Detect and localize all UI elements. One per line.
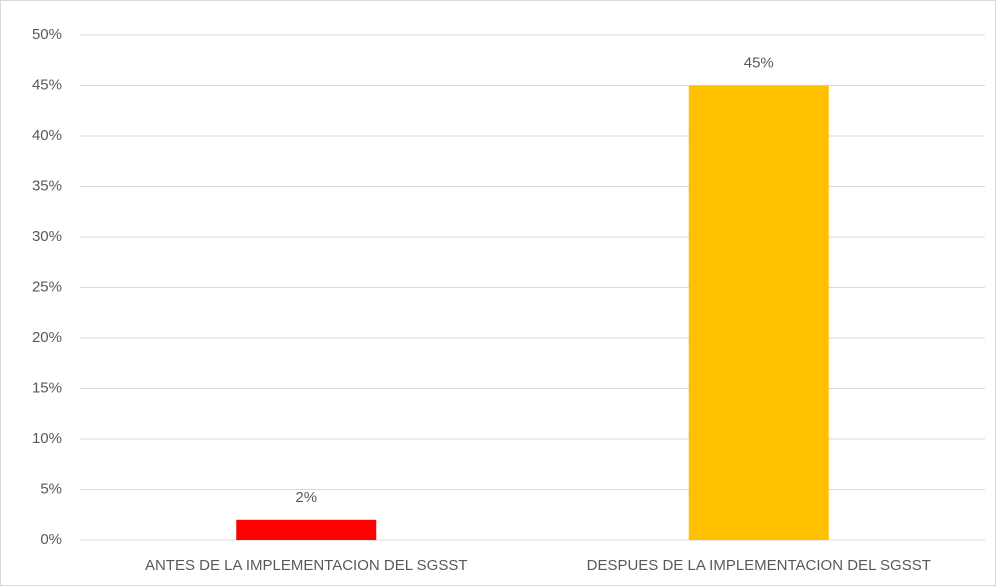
y-tick-label: 30%	[32, 228, 62, 245]
y-tick-label: 15%	[32, 379, 62, 396]
data-label: 45%	[744, 54, 774, 71]
y-tick-label: 45%	[32, 76, 62, 93]
y-tick-label: 10%	[32, 430, 62, 447]
x-tick-label: DESPUES DE LA IMPLEMENTACION DEL SGSST	[587, 557, 931, 574]
bar	[236, 519, 377, 540]
bar	[688, 85, 829, 540]
data-label: 2%	[295, 489, 317, 506]
x-tick-label: ANTES DE LA IMPLEMENTACION DEL SGSST	[145, 557, 468, 574]
y-tick-label: 20%	[32, 329, 62, 346]
y-tick-label: 50%	[32, 26, 62, 43]
y-tick-label: 40%	[32, 127, 62, 144]
y-tick-label: 5%	[40, 480, 62, 497]
y-tick-label: 0%	[40, 531, 62, 548]
y-tick-label: 25%	[32, 278, 62, 295]
y-tick-label: 35%	[32, 177, 62, 194]
